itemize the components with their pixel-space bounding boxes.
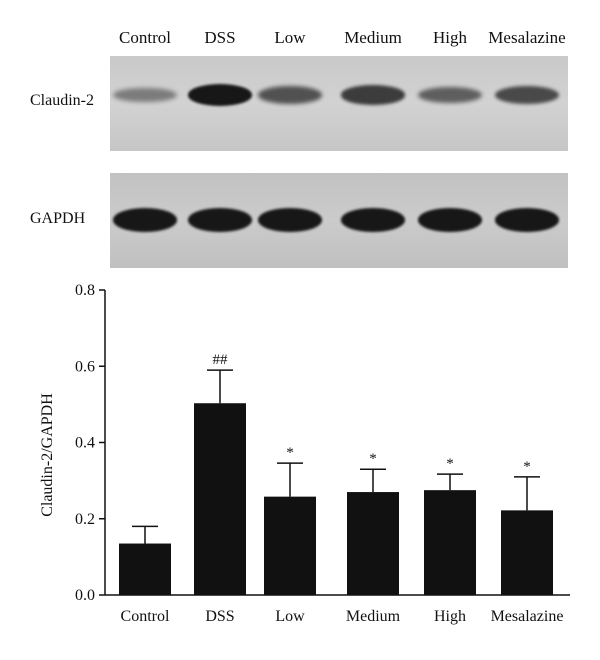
gapdh-row-label: GAPDH bbox=[30, 210, 86, 227]
y-tick-label: 0.4 bbox=[75, 435, 95, 452]
blot-band bbox=[113, 208, 177, 232]
x-tick-label: Mesalazine bbox=[491, 608, 564, 625]
y-tick-label: 0.2 bbox=[75, 511, 95, 528]
x-tick-label: High bbox=[434, 608, 466, 625]
blot-band bbox=[418, 208, 482, 232]
bar bbox=[264, 496, 316, 595]
x-tick-label: Medium bbox=[346, 608, 401, 625]
x-tick-label: Control bbox=[121, 608, 170, 625]
y-axis-label: Claudin-2/GAPDH bbox=[39, 393, 56, 517]
blot-band bbox=[258, 208, 322, 232]
gapdh-blot-image bbox=[110, 173, 568, 268]
blot-band bbox=[341, 85, 405, 105]
bar bbox=[347, 492, 399, 595]
blot-band bbox=[341, 208, 405, 232]
significance-marker: * bbox=[369, 451, 377, 467]
blot-lane-label: Low bbox=[274, 28, 306, 47]
blot-lane-label: High bbox=[433, 28, 467, 47]
blot-lane-label: DSS bbox=[204, 28, 236, 47]
blot-lane-label: Mesalazine bbox=[488, 28, 566, 47]
significance-marker: * bbox=[446, 456, 454, 472]
significance-marker: * bbox=[523, 459, 531, 475]
blot-band bbox=[113, 87, 177, 103]
significance-marker: ## bbox=[213, 352, 229, 368]
blot-band bbox=[495, 85, 559, 104]
y-tick-label: 0.0 bbox=[75, 587, 95, 604]
y-tick-label: 0.6 bbox=[75, 358, 95, 375]
x-tick-label: Low bbox=[275, 608, 305, 625]
significance-marker: * bbox=[286, 445, 294, 461]
blot-band bbox=[188, 84, 252, 106]
bar-chart: ## * * * * Control DSS Low Medium High Mesalazine… bbox=[39, 282, 570, 625]
blot-band bbox=[258, 86, 322, 104]
bar bbox=[119, 543, 171, 595]
bar bbox=[194, 403, 246, 595]
x-tick-label: DSS bbox=[205, 608, 234, 625]
blot-band bbox=[188, 208, 252, 232]
claudin-row-label: Claudin-2 bbox=[30, 92, 94, 109]
bar bbox=[424, 490, 476, 595]
bar bbox=[501, 510, 553, 595]
y-tick-label: 0.8 bbox=[75, 282, 95, 299]
blot-lane-label: Control bbox=[119, 28, 171, 47]
blot-band bbox=[495, 208, 559, 232]
blot-lane-label: Medium bbox=[344, 28, 402, 47]
blot-band bbox=[418, 86, 482, 104]
claudin-blot-image bbox=[110, 56, 568, 151]
